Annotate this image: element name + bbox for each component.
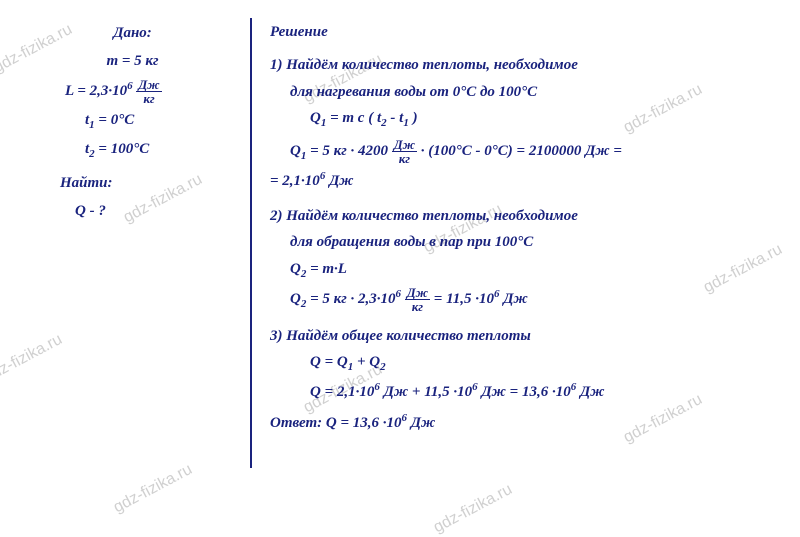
step2-line2: для обращения воды в пар при 100°С: [270, 231, 780, 254]
answer-line: Ответ: Q = 13,6 ·106 Дж: [270, 410, 780, 435]
problem-content: Дано: m = 5 кг L = 2,3·106 Джкг t1 = 0°C…: [0, 0, 800, 478]
step2-line1: 2) Найдём количество теплоты, необходимо…: [270, 205, 780, 228]
q1-result: = 2,1·106 Дж: [270, 168, 780, 193]
L-frac: Джкг: [136, 78, 161, 105]
mass-line: m = 5 кг: [30, 49, 235, 74]
q1-frac: Джкг: [392, 138, 417, 165]
divider-line: [250, 18, 252, 468]
find-title: Найти:: [30, 171, 235, 196]
q3-formula: Q = Q1 + Q2: [270, 351, 780, 376]
step1-line2: для нагревания воды от 0°С до 100°С: [270, 81, 780, 104]
step3-line: 3) Найдём общее количество теплоты: [270, 325, 780, 348]
L-line: L = 2,3·106 Джкг: [30, 77, 235, 105]
q1-formula: Q1 = m c ( t2 - t1 ): [270, 107, 780, 132]
q2-frac: Джкг: [405, 286, 430, 313]
find-q: Q - ?: [30, 199, 235, 224]
q1-numeric: Q1 = 5 кг · 4200 Джкг · (100°C - 0°C) = …: [270, 138, 780, 165]
q2-numeric: Q2 = 5 кг · 2,3·106 Джкг = 11,5 ·106 Дж: [270, 286, 780, 313]
solution-title: Решение: [270, 21, 780, 44]
solution-column: Решение 1) Найдём количество теплоты, не…: [270, 18, 780, 468]
step1-line1: 1) Найдём количество теплоты, необходимо…: [270, 54, 780, 77]
L-exp: 6: [127, 80, 133, 92]
q2-formula: Q2 = m·L: [270, 258, 780, 283]
t1-line: t1 = 0°C: [30, 108, 235, 134]
given-title: Дано:: [30, 21, 235, 46]
t2-line: t2 = 100°C: [30, 137, 235, 163]
watermark-text: gdz-fizika.ru: [431, 481, 516, 537]
q3-numeric: Q = 2,1·106 Дж + 11,5 ·106 Дж = 13,6 ·10…: [270, 379, 780, 404]
L-prefix: L = 2,3·10: [65, 83, 127, 99]
given-column: Дано: m = 5 кг L = 2,3·106 Джкг t1 = 0°C…: [30, 18, 250, 468]
